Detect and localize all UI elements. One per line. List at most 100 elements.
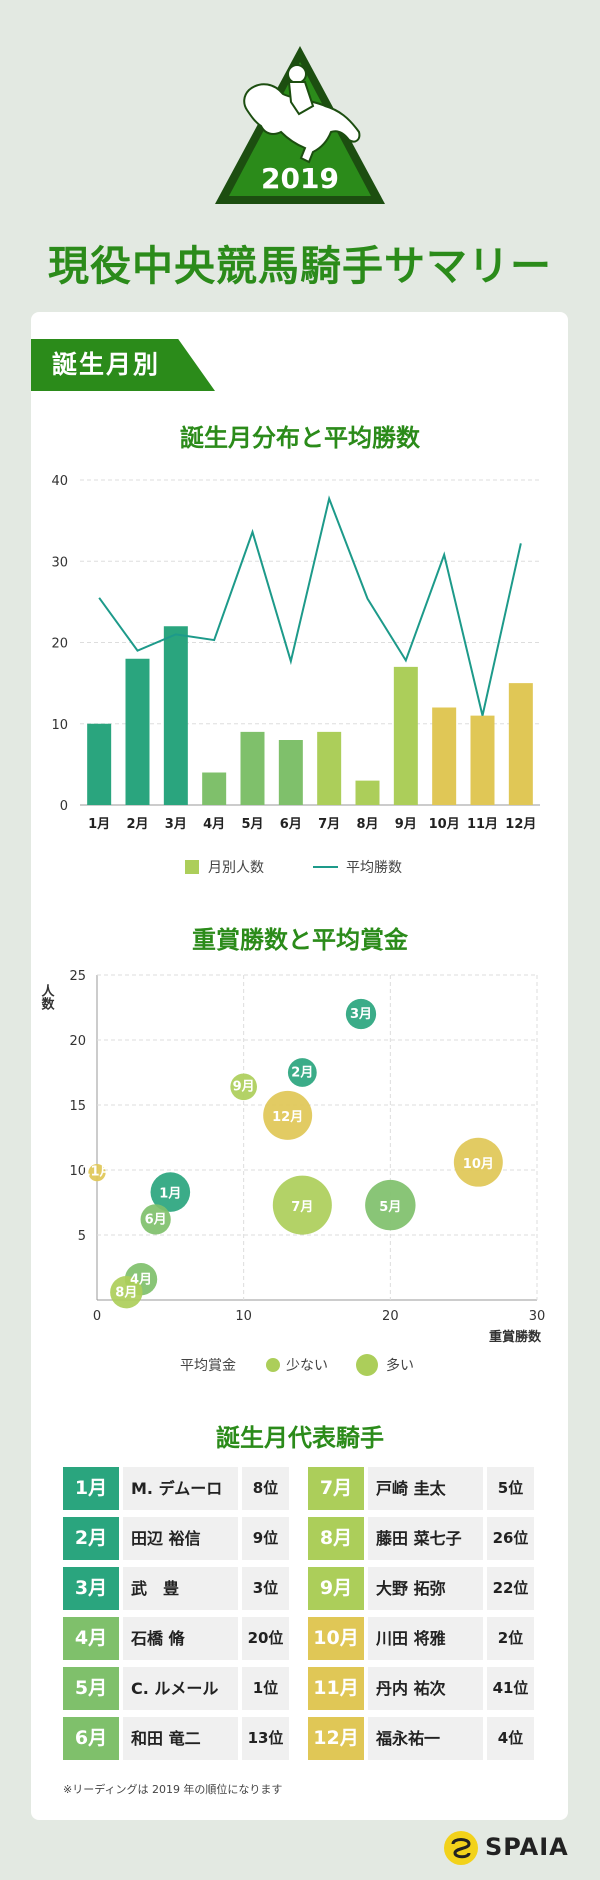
y-tick-label: 25 [69, 969, 86, 984]
rider-row: 11月 丹内 祐次 41位 [308, 1667, 534, 1710]
bubble-label: 8月 [115, 1286, 137, 1301]
bubble-label: 9月 [233, 1079, 255, 1094]
bubble-11 [88, 1163, 106, 1182]
rider-name: 大野 拓弥 [368, 1567, 483, 1610]
rider-row: 3月武 豊 3位 [63, 1567, 289, 1610]
y-tick-label: 20 [69, 1034, 86, 1049]
x-tick-label: 8月 [356, 817, 378, 832]
rider-rank: 3位 [242, 1567, 289, 1610]
bar-6 [278, 740, 303, 805]
rider-rank: 26位 [487, 1517, 534, 1560]
rider-row: 4月 石橋 脩 20位 [63, 1617, 289, 1660]
page-title: 現役中央競馬騎手サマリー [48, 242, 552, 290]
rider-month: 10月 [308, 1617, 364, 1660]
x-tick-label: 0 [93, 1309, 101, 1324]
x-tick-label: 12月 [505, 817, 536, 832]
y-tick-label: 30 [51, 555, 68, 570]
bubble-12 [263, 1090, 313, 1140]
x-tick-label: 30 [529, 1309, 546, 1324]
bubble-3 [345, 998, 377, 1030]
graded-wins-bubble-chart: 0 10 20 30 5 10 15 20 25 人数 重賞勝数 7月 5月 10月 12月 1月 4月8… [39, 969, 546, 1376]
footnote: ※リーディングは 2019 年の順位になります [63, 1783, 283, 1796]
bar-10 [432, 707, 457, 805]
x-tick-label: 20 [382, 1309, 399, 1324]
rider-name: 田辺 裕信 [123, 1517, 238, 1560]
rider-name: 石橋 脩 [123, 1617, 238, 1660]
rider-row: 2月 田辺 裕信 9位 [63, 1517, 289, 1560]
x-tick-label: 10 [235, 1309, 252, 1324]
rider-month: 12月 [308, 1717, 364, 1760]
rider-rank: 20位 [242, 1617, 289, 1660]
rider-row: 8月 藤田 菜七子 26位 [308, 1517, 534, 1560]
y-tick-label: 20 [51, 637, 68, 652]
rider-row: 7月 戸崎 圭太 5位 [308, 1467, 534, 1510]
bar-1 [87, 723, 112, 805]
rider-rank: 22位 [487, 1567, 534, 1610]
bar-3 [163, 626, 188, 805]
legend-small-circle [266, 1358, 280, 1372]
bubble-label: 1月 [159, 1186, 181, 1201]
bar-9 [393, 666, 418, 805]
horse-jumping-icon [243, 64, 361, 164]
y-tick-label: 5 [78, 1229, 86, 1244]
x-tick-label: 5月 [241, 817, 263, 832]
rider-row: 12月 福永祐一 4位 [308, 1717, 534, 1760]
bar-2 [125, 658, 150, 805]
bar-chart-title: 誕生月分布と平均勝数 [180, 424, 420, 452]
avg-wins-line [98, 495, 522, 716]
y-tick-label: 40 [51, 474, 68, 489]
rider-name: 川田 将雅 [368, 1617, 483, 1660]
bubble-6 [140, 1204, 171, 1235]
bubble-7 [272, 1175, 332, 1235]
rider-name: 福永祐一 [368, 1717, 483, 1760]
bubble-label: 7月 [291, 1200, 313, 1215]
bar-8 [355, 780, 380, 805]
bubble-label: 5月 [379, 1200, 401, 1215]
rider-name: M. デムーロ [123, 1467, 238, 1510]
bubble-1 [150, 1172, 191, 1212]
legend-large-label: 多い [386, 1357, 414, 1374]
brand-name: SPAIA [485, 1833, 569, 1861]
bubble-10 [453, 1137, 503, 1187]
rider-rank: 41位 [487, 1667, 534, 1710]
rider-rank: 1位 [242, 1667, 289, 1710]
rider-row: 6月 和田 竜二 13位 [63, 1717, 289, 1760]
x-tick-label: 1月 [88, 817, 110, 832]
x-tick-label: 4月 [203, 817, 225, 832]
rider-rank: 8位 [242, 1467, 289, 1510]
bar-7 [317, 731, 342, 805]
bubble-label: 11月 [81, 1165, 112, 1180]
y-tick-label: 10 [51, 718, 68, 733]
y-axis-label-1: 人数 [39, 983, 55, 1011]
bar-5 [240, 731, 265, 805]
legend-large-circle [356, 1354, 378, 1376]
y-tick-label: 10 [69, 1164, 86, 1179]
bubble-5 [365, 1179, 416, 1231]
x-tick-label: 10月 [429, 817, 460, 832]
legend-label-bars: 月別人数 [208, 860, 264, 876]
rider-month: 6月 [63, 1717, 119, 1760]
rider-month: 7月 [308, 1467, 364, 1510]
bubble-label: 4月 [130, 1273, 152, 1288]
rider-month: 3月 [63, 1567, 119, 1610]
legend-swatch-bars [185, 860, 199, 874]
section-label: 誕生月別 [52, 350, 161, 379]
bar-legend: 月別人数 平均勝数 [185, 860, 402, 876]
x-tick-label: 6月 [280, 817, 302, 832]
rider-rank: 5位 [487, 1467, 534, 1510]
rider-name: 藤田 菜七子 [368, 1517, 483, 1560]
rider-rank: 4位 [487, 1717, 534, 1760]
x-tick-label: 3月 [165, 817, 187, 832]
rider-month: 2月 [63, 1517, 119, 1560]
horse-jumping-logo: 2019 [215, 46, 385, 204]
legend-label-line: 平均勝数 [346, 860, 402, 876]
rider-name: 戸崎 圭太 [368, 1467, 483, 1510]
bar-12 [508, 683, 533, 805]
bar-11 [470, 715, 495, 805]
bubble-label: 10月 [463, 1157, 494, 1172]
bubble-legend: 平均賞金 少ない 多い [180, 1354, 414, 1376]
bubble-chart-title: 重賞勝数と平均賞金 [192, 926, 408, 954]
rider-name: 丹内 祐次 [368, 1667, 483, 1710]
rider-month: 11月 [308, 1667, 364, 1710]
rider-row: 1月 M. デムーロ 8位 [63, 1467, 289, 1510]
